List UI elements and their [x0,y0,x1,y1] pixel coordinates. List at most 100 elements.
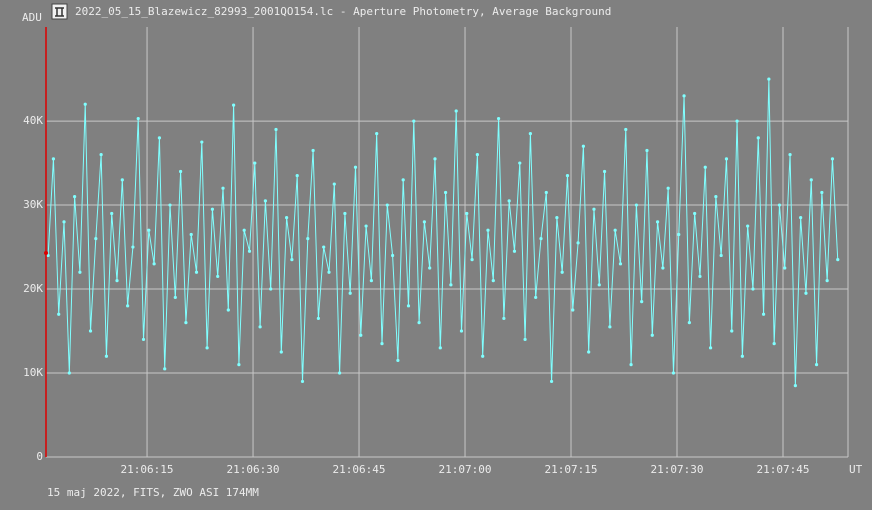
y-axis-label: ADU [22,11,42,24]
data-point [359,333,363,337]
data-point [348,291,352,295]
x-tick-label: 21:07:15 [545,463,598,476]
x-axis-label: UT [849,463,863,476]
data-point [825,279,829,283]
data-point [671,371,676,375]
data-point [687,321,691,325]
data-point [703,165,707,169]
y-tick-label: 20K [23,282,43,295]
data-point [94,237,98,241]
data-point [73,195,77,199]
data-point [274,127,278,132]
data-point [253,161,257,165]
data-point [396,358,400,363]
data-point [730,329,734,333]
data-point [99,153,103,157]
data-point [67,371,71,375]
data-point [624,127,628,132]
data-point [406,304,411,308]
icon-glyph [55,7,64,17]
data-point [788,153,792,157]
data-point [512,249,517,253]
data-point [645,148,649,153]
data-point [528,132,532,136]
data-point [666,186,670,190]
data-point [698,274,702,279]
data-point [486,228,490,232]
data-point [83,102,87,106]
data-point [306,237,310,241]
data-point [269,287,273,291]
data-point [602,169,607,174]
data-point [809,178,813,182]
data-point [719,253,723,258]
data-point [740,354,744,358]
data-point [454,109,458,113]
data-point [385,203,389,207]
data-point [714,195,718,199]
data-point [428,266,432,270]
app-icon [51,3,68,20]
data-point [300,379,305,384]
y-tick-label: 40K [23,114,43,127]
data-point [433,157,437,161]
x-tick-label: 21:06:30 [227,463,280,476]
data-point [369,279,373,283]
footer-note: 15 maj 2022, FITS, ZWO ASI 174MM [47,486,259,499]
data-point [475,153,479,157]
data-point [777,203,782,207]
data-point [290,258,294,262]
data-point [194,270,199,274]
data-point [449,283,453,287]
data-point [735,119,739,123]
cursor-marker [44,251,48,255]
data-point [613,228,617,232]
grid: 0 10K 20K 30K 40K 21:06:15 21:06:30 21:06:45 21:… [23,27,849,476]
data-point [131,245,135,249]
data-point [46,253,50,258]
data-point [412,119,416,123]
data-point [115,279,119,283]
data-point [618,262,623,266]
data-point [555,216,559,220]
x-tick-label: 21:07:30 [651,463,704,476]
data-point [168,203,172,207]
y-tick-label: 30K [23,198,43,211]
data-point [549,379,554,384]
data-point [216,274,220,279]
data-point [724,157,729,161]
data-point [814,363,819,367]
data-point [51,157,56,161]
data-point [173,295,177,300]
data-point [221,186,225,190]
data-point [78,270,82,274]
data-point [608,325,612,329]
data-point [470,258,474,262]
data-point [179,169,183,174]
data-point [110,211,114,216]
data-point [279,350,283,354]
data-point [502,316,506,321]
data-point [417,321,421,325]
data-point [152,262,156,266]
data-point [539,237,543,241]
data-point [836,258,840,262]
data-line [47,79,839,386]
data-point [587,350,591,354]
data-point [401,178,405,182]
data-point [751,287,755,291]
data-point [237,363,241,367]
data-point [767,77,771,81]
data-point [481,354,485,358]
data-point [708,346,713,350]
data-point [104,354,109,358]
data-point [820,190,824,195]
data-point [422,220,426,224]
data-point [322,245,326,249]
data-point [343,211,347,216]
data-point [353,165,358,169]
data-point [772,342,776,346]
